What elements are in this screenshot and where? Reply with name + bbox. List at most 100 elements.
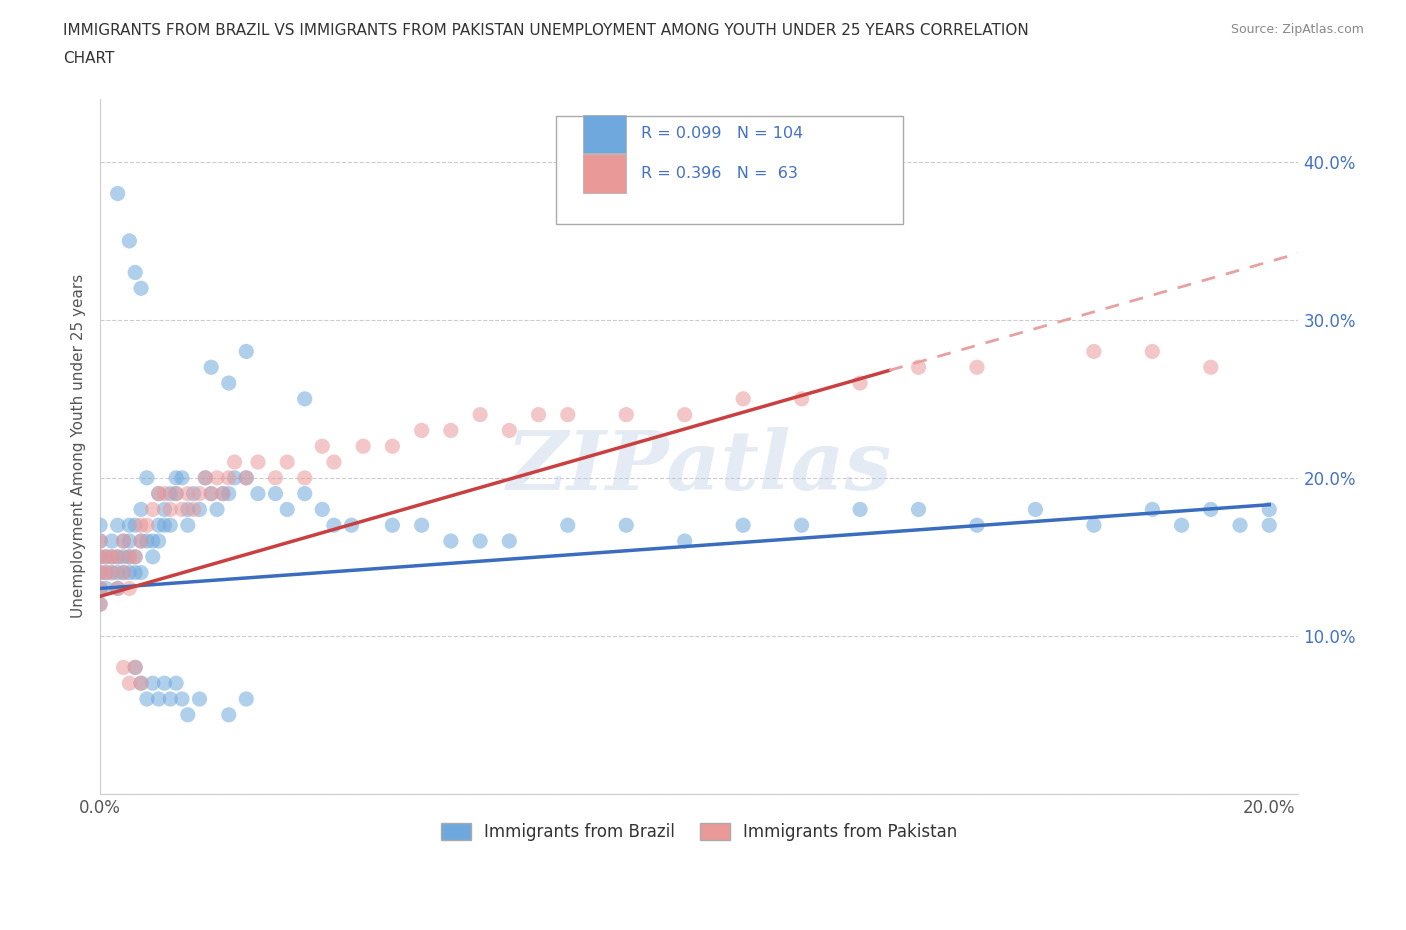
Point	[1083, 518, 1105, 533]
Point	[118, 233, 141, 248]
Point	[118, 550, 141, 565]
Point	[411, 423, 433, 438]
Point	[1229, 518, 1251, 533]
Point	[107, 518, 129, 533]
Point	[527, 407, 550, 422]
Point	[165, 676, 187, 691]
Point	[118, 581, 141, 596]
Point	[224, 471, 246, 485]
Point	[159, 486, 181, 501]
Point	[188, 486, 211, 501]
Point	[212, 486, 235, 501]
Point	[94, 581, 117, 596]
Point	[129, 281, 152, 296]
Point	[907, 360, 929, 375]
Point	[311, 502, 333, 517]
Point	[94, 565, 117, 580]
Point	[177, 518, 200, 533]
Point	[118, 550, 141, 565]
Point	[159, 502, 181, 517]
Point	[733, 392, 755, 406]
Point	[101, 565, 124, 580]
Point	[311, 439, 333, 454]
Point	[101, 550, 124, 565]
Point	[246, 486, 269, 501]
Point	[107, 186, 129, 201]
Legend: Immigrants from Brazil, Immigrants from Pakistan: Immigrants from Brazil, Immigrants from …	[434, 817, 965, 848]
Point	[170, 471, 193, 485]
Point	[94, 550, 117, 565]
Point	[907, 502, 929, 517]
Point	[148, 534, 170, 549]
Point	[177, 502, 200, 517]
Point	[107, 550, 129, 565]
Bar	[583, 154, 626, 193]
Point	[673, 407, 696, 422]
Point	[323, 455, 346, 470]
Point	[129, 676, 152, 691]
Point	[218, 471, 240, 485]
Point	[124, 550, 146, 565]
Point	[498, 534, 520, 549]
Text: R = 0.396   N =  63: R = 0.396 N = 63	[641, 166, 797, 181]
Point	[733, 518, 755, 533]
FancyBboxPatch shape	[555, 116, 903, 224]
Point	[165, 486, 187, 501]
Point	[790, 518, 813, 533]
Point	[177, 708, 200, 723]
Point	[124, 550, 146, 565]
Point	[135, 518, 157, 533]
Point	[468, 534, 491, 549]
Point	[235, 344, 257, 359]
Point	[153, 676, 176, 691]
Point	[89, 597, 111, 612]
Point	[294, 486, 316, 501]
Point	[498, 423, 520, 438]
Point	[107, 550, 129, 565]
Point	[107, 581, 129, 596]
Point	[194, 471, 217, 485]
Point	[200, 486, 222, 501]
Point	[188, 502, 211, 517]
Point	[790, 392, 813, 406]
Point	[381, 439, 404, 454]
Point	[276, 502, 298, 517]
Point	[177, 486, 200, 501]
Point	[235, 471, 257, 485]
Point	[142, 502, 165, 517]
Point	[129, 565, 152, 580]
Point	[276, 455, 298, 470]
Point	[218, 376, 240, 391]
Point	[440, 534, 463, 549]
Point	[112, 534, 135, 549]
Point	[1142, 502, 1164, 517]
Point	[89, 565, 111, 580]
Point	[101, 565, 124, 580]
Point	[1024, 502, 1046, 517]
Point	[153, 502, 176, 517]
Point	[118, 518, 141, 533]
Point	[112, 534, 135, 549]
Text: Source: ZipAtlas.com: Source: ZipAtlas.com	[1230, 23, 1364, 36]
Point	[94, 565, 117, 580]
Point	[89, 597, 111, 612]
Point	[142, 676, 165, 691]
Point	[200, 360, 222, 375]
Point	[205, 471, 228, 485]
Point	[129, 502, 152, 517]
Point	[170, 502, 193, 517]
Point	[557, 518, 579, 533]
Point	[129, 534, 152, 549]
Point	[148, 486, 170, 501]
Point	[153, 486, 176, 501]
Point	[124, 660, 146, 675]
Point	[235, 471, 257, 485]
Point	[135, 692, 157, 707]
Point	[148, 486, 170, 501]
Point	[294, 471, 316, 485]
Point	[1199, 360, 1222, 375]
Point	[218, 708, 240, 723]
Point	[129, 518, 152, 533]
Point	[112, 565, 135, 580]
Point	[153, 518, 176, 533]
